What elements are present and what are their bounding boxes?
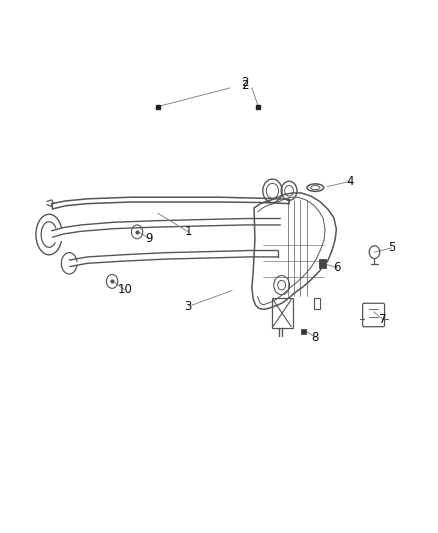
Text: 6: 6: [333, 261, 341, 274]
Text: 2: 2: [241, 79, 249, 92]
Text: 10: 10: [117, 284, 132, 296]
Text: 4: 4: [346, 175, 354, 188]
Text: 8: 8: [312, 331, 319, 344]
Text: 3: 3: [185, 300, 192, 313]
Text: 7: 7: [379, 313, 387, 326]
Text: 5: 5: [389, 241, 396, 254]
Text: 2: 2: [241, 76, 249, 89]
Text: 9: 9: [145, 232, 153, 245]
Text: 1: 1: [184, 225, 192, 238]
Bar: [301, 329, 306, 334]
Bar: [319, 259, 326, 268]
